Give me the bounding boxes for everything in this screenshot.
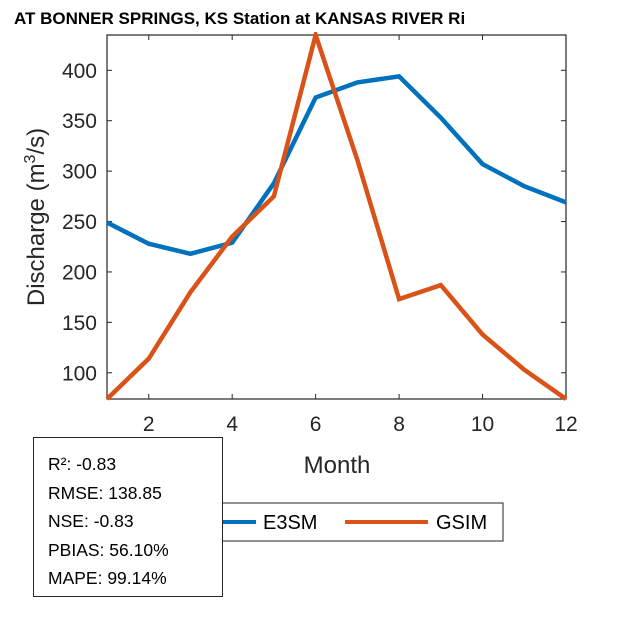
y-tick-label: 200 <box>62 261 97 284</box>
stat-pbias: PBIAS: 56.10% <box>48 539 169 560</box>
y-tick-label: 100 <box>62 362 97 385</box>
y-axis-ticks: 100 150 200 250 300 350 400 <box>62 60 566 385</box>
x-axis-label: Month <box>304 452 371 479</box>
x-tick-label: 2 <box>143 413 155 436</box>
y-axis-label-superscript: 3 <box>22 154 39 163</box>
x-tick-label: 4 <box>226 413 238 436</box>
series-line-e3sm <box>105 73 567 257</box>
legend-label-e3sm: E3SM <box>263 512 317 534</box>
x-tick-label: 10 <box>471 413 494 436</box>
series-lines <box>105 32 568 401</box>
x-tick-label: 12 <box>554 413 577 436</box>
y-tick-label: 400 <box>62 60 97 83</box>
legend-label-gsim: GSIM <box>436 512 487 534</box>
y-tick-label: 300 <box>62 161 97 184</box>
x-tick-label: 8 <box>393 413 405 436</box>
y-tick-label: 250 <box>62 211 97 234</box>
y-axis-label-unit: /s) <box>23 128 50 155</box>
stat-mape: MAPE: 99.14% <box>48 568 167 588</box>
x-tick-label: 6 <box>310 413 322 436</box>
stat-rmse: RMSE: 138.85 <box>48 482 162 503</box>
y-tick-label: 350 <box>62 110 97 133</box>
series-line-gsim <box>105 32 568 401</box>
x-axis-ticks: 2 4 6 8 10 12 <box>143 35 578 436</box>
y-axis-label: Discharge (m3/s) <box>22 128 50 306</box>
y-tick-label: 150 <box>62 312 97 335</box>
y-axis-label-main: Discharge (m <box>23 163 50 306</box>
chart-title: AT BONNER SPRINGS, KS Station at KANSAS … <box>14 9 465 28</box>
stats-box: R²: -0.83 RMSE: 138.85 NSE: -0.83 PBIAS:… <box>33 437 223 597</box>
stat-r2: R²: -0.83 <box>48 454 117 474</box>
stat-nse: NSE: -0.83 <box>48 511 134 531</box>
